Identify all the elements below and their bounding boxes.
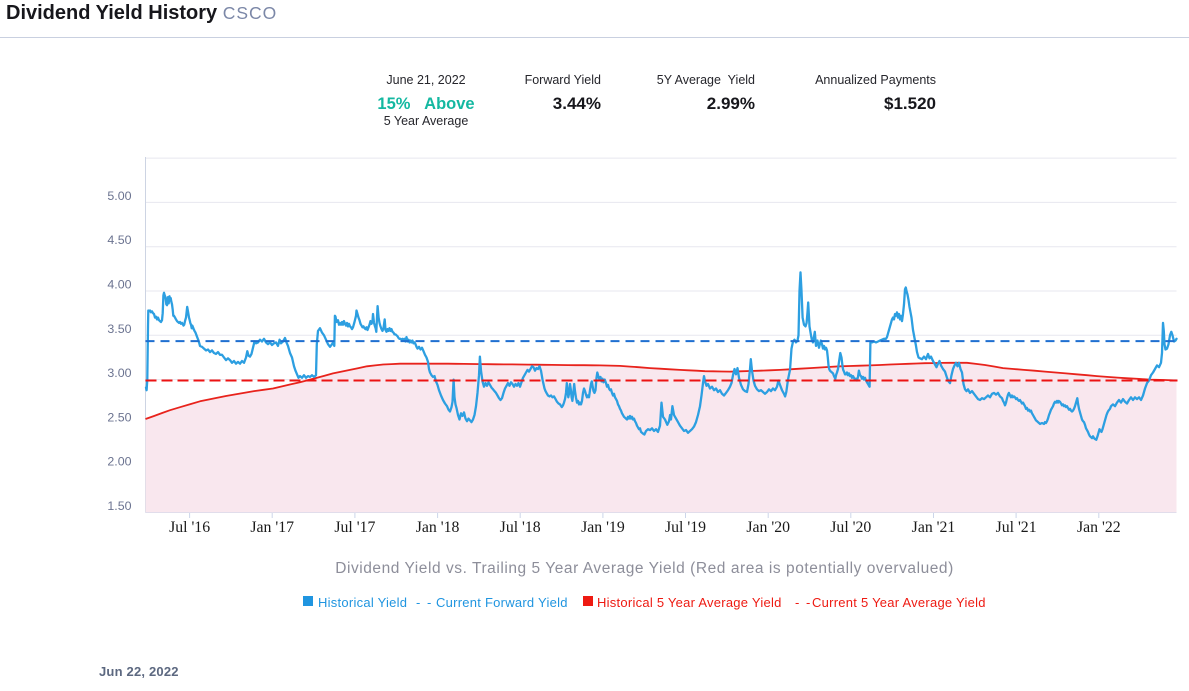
svg-text:Jul '19: Jul '19	[665, 519, 706, 536]
svg-text:2.00: 2.00	[107, 455, 131, 469]
svg-text:Jul '16: Jul '16	[169, 519, 210, 536]
svg-text:3.00: 3.00	[107, 366, 131, 380]
svg-text:4.50: 4.50	[107, 233, 131, 247]
svg-text:Jan '22: Jan '22	[1077, 519, 1121, 536]
svg-text:Jan '18: Jan '18	[416, 519, 460, 536]
svg-text:Jul '18: Jul '18	[500, 519, 541, 536]
svg-text:Jul '20: Jul '20	[830, 519, 871, 536]
svg-text:Jul '17: Jul '17	[334, 519, 375, 536]
svg-text:3.50: 3.50	[107, 322, 131, 336]
svg-text:Jan '20: Jan '20	[746, 519, 790, 536]
svg-text:Jan '19: Jan '19	[581, 519, 625, 536]
svg-text:5.00: 5.00	[107, 189, 131, 203]
svg-text:4.00: 4.00	[107, 278, 131, 292]
svg-text:2.50: 2.50	[107, 410, 131, 424]
svg-text:Jan '21: Jan '21	[912, 519, 956, 536]
svg-text:Jan '17: Jan '17	[250, 519, 294, 536]
svg-text:1.50: 1.50	[107, 499, 131, 513]
svg-text:Jul '21: Jul '21	[996, 519, 1037, 536]
